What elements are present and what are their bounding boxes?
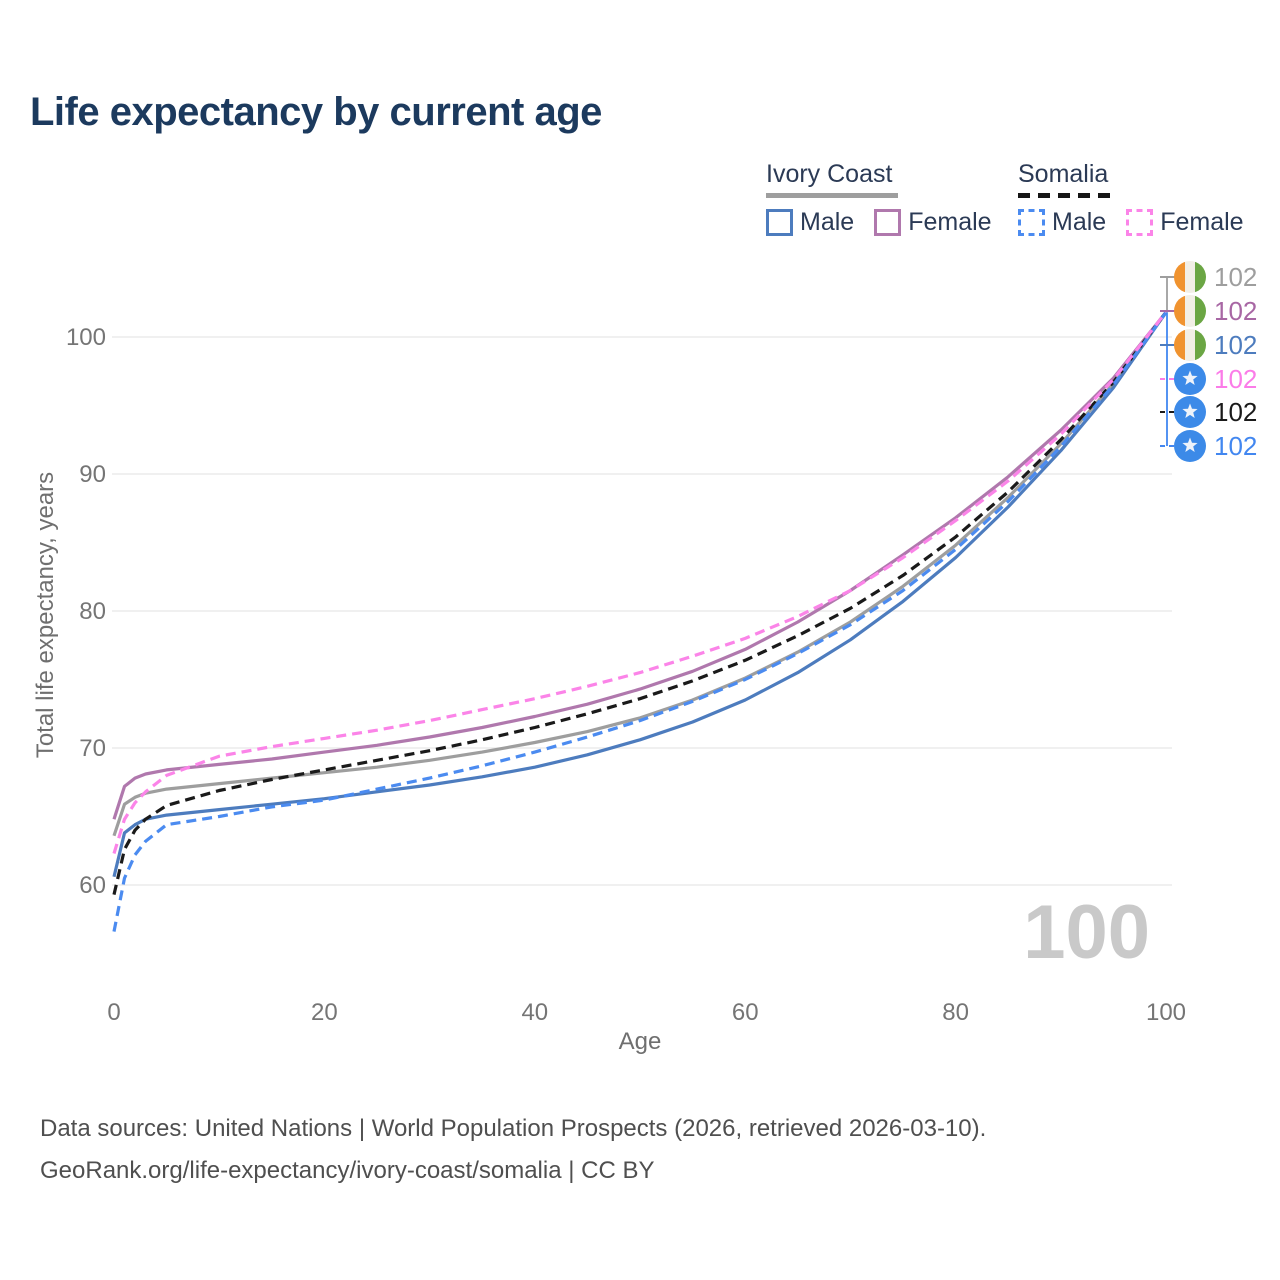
female-dashed-swatch-icon: [1126, 209, 1154, 236]
legend-group-ivory-coast: Ivory Coast Male Female: [766, 160, 1012, 237]
end-value: 102: [1214, 396, 1258, 427]
x-tick-label-20: 20: [311, 999, 338, 1026]
page-title: Life expectancy by current age: [30, 90, 602, 134]
ivory-coast-flag-icon: [1174, 295, 1206, 327]
x-tick-label-80: 80: [942, 999, 969, 1026]
end-label-somalia-total[interactable]: 102: [1174, 395, 1257, 429]
legend-group-somalia: Somalia Male Female: [1018, 160, 1264, 237]
solid-line-swatch: [766, 193, 898, 198]
y-tick-label-60: 60: [79, 872, 106, 899]
y-tick-label-70: 70: [79, 735, 106, 762]
legend-item-ivory-coast-male[interactable]: Male: [766, 208, 854, 237]
y-axis-title: Total life expectancy, years: [32, 471, 59, 759]
end-label-ivory-coast-female[interactable]: 102: [1174, 294, 1257, 328]
x-tick-label-0: 0: [107, 999, 120, 1026]
end-label-ivory-coast-total[interactable]: 102: [1174, 260, 1257, 294]
dashed-line-swatch: [1018, 193, 1110, 198]
legend-item-label: Female: [1160, 208, 1244, 236]
y-tick-label-90: 90: [79, 461, 106, 488]
series-line-ivory-coast-both-sexes: [112, 311, 1168, 837]
ivory-coast-flag-icon: [1174, 329, 1206, 361]
end-value: 102: [1214, 430, 1258, 461]
footer-attribution: GeoRank.org/life-expectancy/ivory-coast/…: [40, 1157, 655, 1184]
legend-item-label: Male: [1052, 208, 1107, 236]
series-line-ivory-coast-male: [112, 311, 1168, 878]
legend-item-somalia-female[interactable]: Female: [1126, 208, 1244, 237]
footer-data-sources: Data sources: United Nations | World Pop…: [40, 1115, 987, 1142]
legend-country-label: Ivory Coast: [766, 160, 893, 188]
end-value: 102: [1214, 363, 1258, 394]
x-tick-label-100: 100: [1146, 999, 1186, 1026]
male-solid-swatch-icon: [766, 209, 793, 236]
legend-country-label: Somalia: [1018, 160, 1109, 188]
x-tick-label-60: 60: [732, 999, 759, 1026]
x-tick-label-40: 40: [521, 999, 548, 1026]
end-value: 102: [1214, 295, 1258, 326]
end-label-ivory-coast-male[interactable]: 102: [1174, 328, 1257, 362]
end-label-somalia-female[interactable]: 102: [1174, 362, 1257, 396]
series-line-somalia-male: [112, 311, 1168, 932]
ivory-coast-flag-icon: [1174, 261, 1206, 293]
somalia-flag-icon: [1174, 396, 1206, 428]
series-line-somalia-both-sexes: [112, 311, 1168, 895]
legend-item-label: Male: [800, 208, 855, 236]
legend-item-label: Female: [908, 208, 992, 236]
footer: Data sources: United Nations | World Pop…: [40, 1108, 986, 1192]
y-tick-label-100: 100: [66, 324, 106, 351]
watermark-age: 100: [1023, 890, 1150, 975]
series-line-somalia-female: [112, 311, 1168, 854]
somalia-flag-icon: [1174, 363, 1206, 395]
female-solid-swatch-icon: [874, 209, 902, 236]
somalia-flag-icon: [1174, 430, 1206, 462]
end-value: 102: [1214, 261, 1258, 292]
end-value: 102: [1214, 329, 1258, 360]
legend-item-somalia-male[interactable]: Male: [1018, 208, 1106, 237]
end-label-somalia-male[interactable]: 102: [1174, 429, 1257, 463]
legend-item-ivory-coast-female[interactable]: Female: [874, 208, 992, 237]
male-dashed-swatch-icon: [1018, 209, 1045, 236]
x-axis-title: Age: [618, 1028, 662, 1055]
y-tick-label-80: 80: [79, 598, 106, 625]
series-line-ivory-coast-female: [112, 311, 1168, 820]
